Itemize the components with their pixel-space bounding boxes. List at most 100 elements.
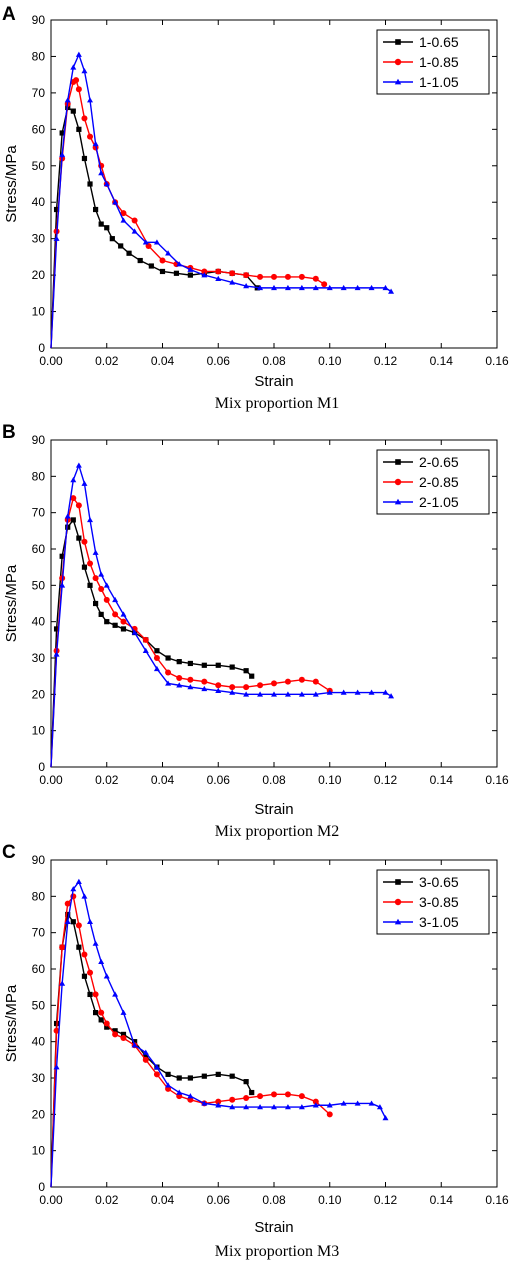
data-point	[75, 462, 82, 468]
legend-label: 1-1.05	[419, 74, 459, 90]
data-point	[376, 1104, 383, 1110]
data-point	[92, 991, 99, 998]
data-point	[64, 97, 71, 103]
data-point	[120, 611, 127, 617]
data-point	[284, 284, 291, 291]
data-point	[148, 263, 154, 269]
data-point	[142, 1056, 149, 1063]
y-tick-label: 70	[32, 86, 46, 100]
data-point	[59, 151, 66, 158]
data-point	[64, 918, 71, 925]
data-point	[153, 1071, 160, 1078]
legend-item: 2-1.05	[383, 494, 459, 510]
data-point	[53, 206, 60, 213]
data-point	[98, 571, 105, 577]
data-point	[229, 1073, 235, 1079]
x-tick-label: 0.00	[39, 354, 63, 368]
data-point	[321, 281, 328, 288]
y-tick-label: 40	[32, 615, 46, 629]
data-point	[70, 64, 77, 70]
data-point	[229, 279, 236, 285]
data-point	[131, 228, 138, 234]
data-point	[271, 680, 277, 687]
chart-panel-c: C 0.00 0.02 0.04 0.06 0.08 0.10 0.12 0.14 0.16 0 10…	[2, 842, 509, 1260]
data-point	[120, 1035, 127, 1042]
data-point	[284, 691, 291, 697]
data-point	[81, 155, 88, 162]
data-point	[98, 1009, 105, 1016]
data-point	[215, 687, 222, 693]
data-point	[87, 181, 93, 187]
data-point	[176, 659, 182, 665]
data-point	[131, 217, 138, 224]
data-point	[131, 629, 138, 635]
data-point	[76, 944, 82, 950]
y-tick-label: 20	[32, 687, 46, 701]
series-3-0.65	[50, 911, 255, 1188]
data-point	[112, 596, 119, 603]
x-tick-label: 0.14	[430, 354, 454, 368]
data-point	[243, 668, 249, 674]
data-point	[215, 1102, 222, 1108]
data-point	[70, 476, 77, 483]
data-point	[81, 115, 88, 122]
data-point	[187, 266, 194, 272]
panel-caption: Mix proportion M2	[215, 823, 339, 840]
data-point	[153, 655, 160, 661]
data-point	[354, 284, 361, 291]
data-point	[271, 691, 277, 697]
data-point	[382, 689, 389, 695]
panel-letter: A	[2, 4, 16, 25]
data-point	[284, 273, 291, 280]
panel-letter: B	[2, 422, 16, 443]
data-point	[340, 284, 347, 291]
data-point	[70, 517, 76, 523]
data-point	[142, 1049, 149, 1055]
series-line	[50, 106, 258, 349]
data-point	[120, 217, 127, 223]
data-point	[87, 918, 94, 925]
data-point	[59, 130, 65, 136]
x-tick-label: 0.04	[151, 354, 175, 368]
data-point	[76, 126, 82, 132]
data-point	[229, 1104, 236, 1110]
y-tick-label: 70	[32, 926, 46, 940]
data-point	[394, 918, 402, 925]
data-point	[59, 944, 66, 951]
y-tick-label: 50	[32, 578, 46, 592]
data-point	[81, 893, 88, 899]
data-point	[103, 596, 110, 603]
legend-item: 1-0.85	[383, 54, 459, 70]
data-point	[388, 288, 395, 294]
data-point	[173, 270, 180, 276]
data-point	[215, 268, 222, 275]
data-point	[59, 553, 65, 559]
y-tick-label: 30	[32, 1071, 46, 1085]
data-point	[103, 181, 110, 187]
series-2-0.65	[50, 517, 255, 768]
data-point	[93, 600, 99, 607]
data-point	[87, 97, 94, 103]
data-point	[176, 1089, 183, 1095]
data-point	[243, 691, 250, 697]
data-point	[153, 665, 160, 672]
data-point	[104, 225, 110, 231]
data-point	[201, 678, 208, 685]
data-point	[131, 1042, 138, 1048]
series-3-1.05	[50, 878, 389, 1188]
data-point	[81, 973, 88, 979]
data-point	[137, 257, 143, 264]
data-point	[120, 1009, 127, 1015]
legend-label: 1-0.85	[419, 54, 459, 70]
series-line	[50, 894, 331, 1188]
y-tick-label: 50	[32, 998, 46, 1012]
data-point	[98, 170, 105, 176]
data-point	[126, 250, 132, 256]
data-point	[81, 480, 88, 486]
y-tick-label: 60	[32, 542, 46, 556]
data-point	[368, 1100, 375, 1106]
x-tick-label: 0.12	[374, 354, 398, 368]
legend-item: 1-0.65	[383, 34, 459, 50]
data-point	[257, 273, 264, 280]
data-point	[92, 140, 99, 147]
